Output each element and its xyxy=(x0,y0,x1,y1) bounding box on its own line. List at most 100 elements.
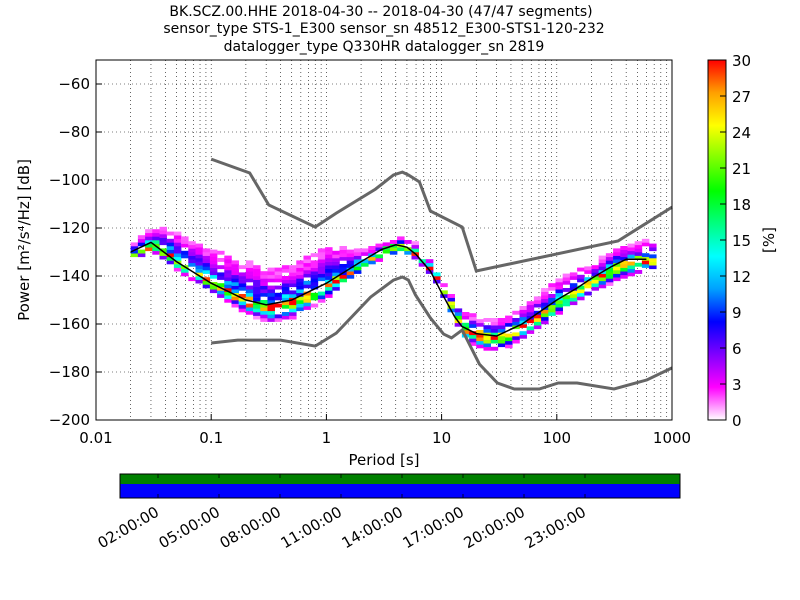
pdf-cell xyxy=(548,312,556,316)
pdf-cell xyxy=(454,308,463,313)
y-tick-label: −80 xyxy=(58,123,90,141)
pdf-cell xyxy=(483,325,491,330)
pdf-cell xyxy=(339,256,347,261)
pdf-cell xyxy=(296,307,304,312)
pdf-cell xyxy=(389,250,398,255)
pdf-cell xyxy=(454,312,463,316)
pdf-cell xyxy=(332,279,340,284)
pdf-cell xyxy=(526,308,535,313)
pdf-cell xyxy=(627,243,635,248)
pdf-cell xyxy=(620,267,628,272)
pdf-cell xyxy=(519,313,527,318)
pdf-cell xyxy=(173,264,182,268)
pdf-cell xyxy=(555,307,563,312)
pdf-cell xyxy=(353,255,362,260)
pdf-cell xyxy=(317,298,326,303)
curves xyxy=(130,157,673,391)
pdf-cell xyxy=(505,340,513,345)
x-axis-label: Period [s] xyxy=(348,451,419,469)
pdf-cell xyxy=(245,292,254,297)
pdf-cell xyxy=(397,240,405,244)
pdf-cell xyxy=(533,300,542,304)
pdf-cell xyxy=(281,304,290,309)
pdf-cell xyxy=(281,276,290,280)
pdf-cell xyxy=(339,278,347,283)
pdf-cell xyxy=(231,289,239,294)
pdf-cell xyxy=(289,301,297,306)
pdf-cell xyxy=(505,315,513,320)
pdf-cell xyxy=(605,271,614,276)
pdf-cell xyxy=(281,290,290,295)
pdf-cell xyxy=(382,242,391,247)
colorbar-tick-label: 15 xyxy=(732,232,751,250)
pdf-cell xyxy=(375,258,383,262)
pdf-cell xyxy=(469,313,477,318)
pdf-cell xyxy=(274,318,283,322)
colorbar-tick-label: 18 xyxy=(732,196,751,214)
pdf-cell xyxy=(634,270,643,274)
pdf-cell xyxy=(310,260,319,265)
pdf-cell xyxy=(289,312,297,316)
pdf-cell xyxy=(519,309,527,314)
pdf-cell xyxy=(152,250,160,255)
pdf-cell xyxy=(375,247,383,252)
pdf-cell xyxy=(289,283,297,288)
pdf-cell xyxy=(253,272,261,277)
colorbar-tick-label: 21 xyxy=(732,160,751,178)
pdf-cell xyxy=(253,265,261,270)
pdf-cell xyxy=(145,229,153,234)
pdf-cell xyxy=(267,310,275,315)
pdf-cell xyxy=(253,279,261,284)
pdf-cell xyxy=(620,264,628,268)
pdf-cell xyxy=(303,298,311,303)
pdf-cell xyxy=(310,253,319,258)
pdf-cell xyxy=(260,300,268,304)
pdf-cell xyxy=(245,274,254,279)
pdf-cell xyxy=(267,296,275,301)
pdf-cell xyxy=(454,315,463,320)
pdf-cell xyxy=(245,296,254,301)
pdf-cell xyxy=(296,267,304,272)
pdf-cell xyxy=(289,272,297,277)
pdf-cell xyxy=(202,266,211,271)
pdf-cell xyxy=(476,337,484,342)
pdf-cell xyxy=(526,330,535,334)
pdf-cell xyxy=(325,268,333,273)
pdf-cell xyxy=(317,252,326,256)
pdf-cell xyxy=(641,264,650,268)
pdf-cell xyxy=(332,283,340,288)
pdf-cell xyxy=(217,283,225,288)
pdf-cell xyxy=(519,331,527,336)
pdf-cell xyxy=(353,252,362,256)
pdf-cell xyxy=(281,279,290,284)
pdf-cell xyxy=(281,268,290,273)
pdf-cell xyxy=(533,314,542,319)
pdf-cell xyxy=(303,280,311,285)
x-tick-label: 100 xyxy=(542,429,571,447)
pdf-cell xyxy=(641,238,650,243)
pdf-cell xyxy=(166,238,175,243)
pdf-cell xyxy=(217,276,225,280)
low-noise-model-line xyxy=(211,275,673,391)
pdf-cell xyxy=(469,331,477,336)
title-line-1: BK.SCZ.00.HHE 2018-04-30 -- 2018-04-30 (… xyxy=(169,4,592,20)
pdf-cell xyxy=(469,334,477,339)
pdf-cell xyxy=(512,336,520,340)
pdf-cell xyxy=(346,249,355,254)
pdf-cell xyxy=(569,290,578,295)
pdf-cell xyxy=(605,278,614,283)
pdf-cell xyxy=(346,256,355,261)
y-tick-label: −200 xyxy=(49,411,90,429)
pdf-cell xyxy=(289,265,297,270)
pdf-cell xyxy=(260,303,268,308)
pdf-cell xyxy=(303,306,311,310)
pdf-cell xyxy=(253,283,261,288)
pdf-cell xyxy=(548,308,556,313)
pdf-cell xyxy=(310,282,319,286)
pdf-cell xyxy=(613,259,621,264)
pdf-cell xyxy=(591,286,599,291)
pdf-cell xyxy=(541,316,549,321)
pdf-cell xyxy=(317,262,326,267)
pdf-cell xyxy=(296,285,304,290)
pdf-cell xyxy=(569,297,578,302)
